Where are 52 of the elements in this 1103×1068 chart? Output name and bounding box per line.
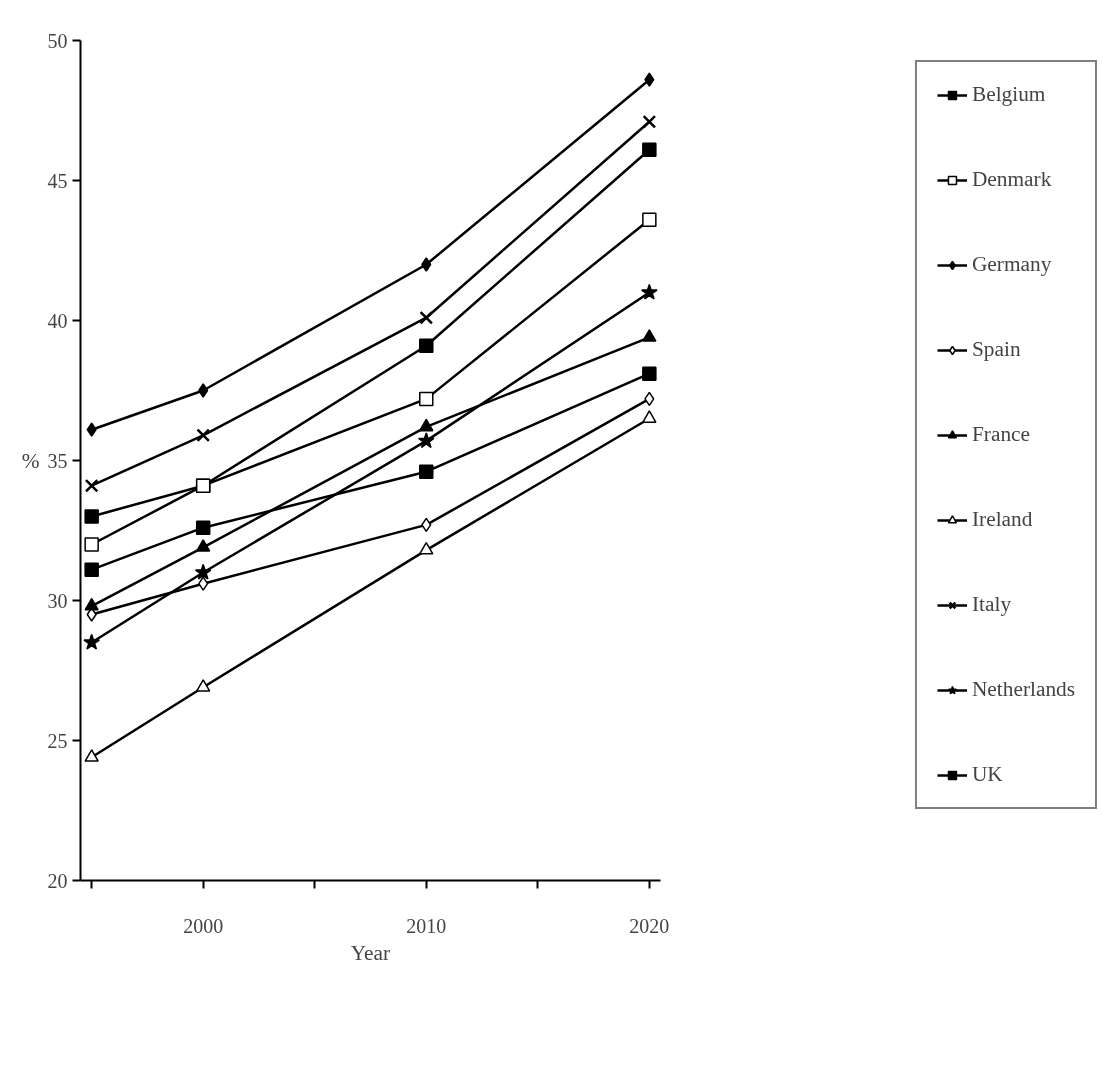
point bbox=[194, 563, 212, 580]
point bbox=[195, 520, 211, 535]
point bbox=[419, 464, 434, 479]
legend-label: Italy bbox=[971, 592, 1012, 617]
point bbox=[84, 478, 99, 493]
legend-label: Belgium bbox=[971, 82, 1046, 107]
legend-label: Spain bbox=[971, 337, 1021, 362]
point bbox=[84, 509, 99, 524]
legend-label: France bbox=[971, 422, 1030, 447]
point bbox=[84, 537, 99, 552]
point bbox=[84, 597, 99, 611]
point bbox=[642, 114, 657, 129]
point bbox=[642, 142, 657, 157]
x-tick-label: 2000 bbox=[183, 914, 224, 937]
x-axis-title: Year bbox=[350, 940, 391, 965]
point bbox=[196, 428, 211, 443]
y-tick-label: 20 bbox=[47, 869, 68, 892]
y-axis-title: % bbox=[21, 448, 40, 473]
legend-label: Ireland bbox=[971, 507, 1033, 532]
point bbox=[421, 257, 432, 272]
point bbox=[419, 338, 434, 353]
point bbox=[195, 539, 211, 552]
legend-label: Germany bbox=[971, 252, 1052, 277]
y-tick-label: 50 bbox=[47, 29, 68, 52]
point bbox=[644, 72, 655, 87]
point bbox=[642, 410, 657, 423]
legend-label: Denmark bbox=[971, 167, 1052, 192]
point bbox=[419, 391, 434, 407]
x-tick-label: 2020 bbox=[629, 914, 670, 937]
x-tick-label: 2010 bbox=[406, 914, 447, 937]
point bbox=[83, 633, 101, 650]
legend-label: UK bbox=[971, 762, 1003, 787]
point bbox=[417, 432, 435, 449]
point bbox=[419, 310, 434, 325]
y-tick-label: 45 bbox=[47, 169, 68, 192]
y-tick-label: 30 bbox=[47, 589, 68, 612]
point bbox=[84, 562, 99, 577]
point bbox=[195, 679, 211, 692]
point bbox=[198, 383, 209, 398]
point bbox=[642, 212, 657, 227]
point bbox=[640, 283, 658, 300]
y-tick-label: 25 bbox=[47, 729, 68, 752]
legend-label: Netherlands bbox=[971, 677, 1076, 702]
point bbox=[642, 329, 657, 342]
point bbox=[419, 418, 434, 432]
point bbox=[86, 422, 97, 437]
y-tick-label: 35 bbox=[47, 449, 68, 472]
y-tick-label: 40 bbox=[47, 309, 68, 332]
point bbox=[642, 366, 657, 381]
point bbox=[198, 576, 209, 591]
point bbox=[84, 749, 99, 762]
point bbox=[419, 541, 434, 555]
